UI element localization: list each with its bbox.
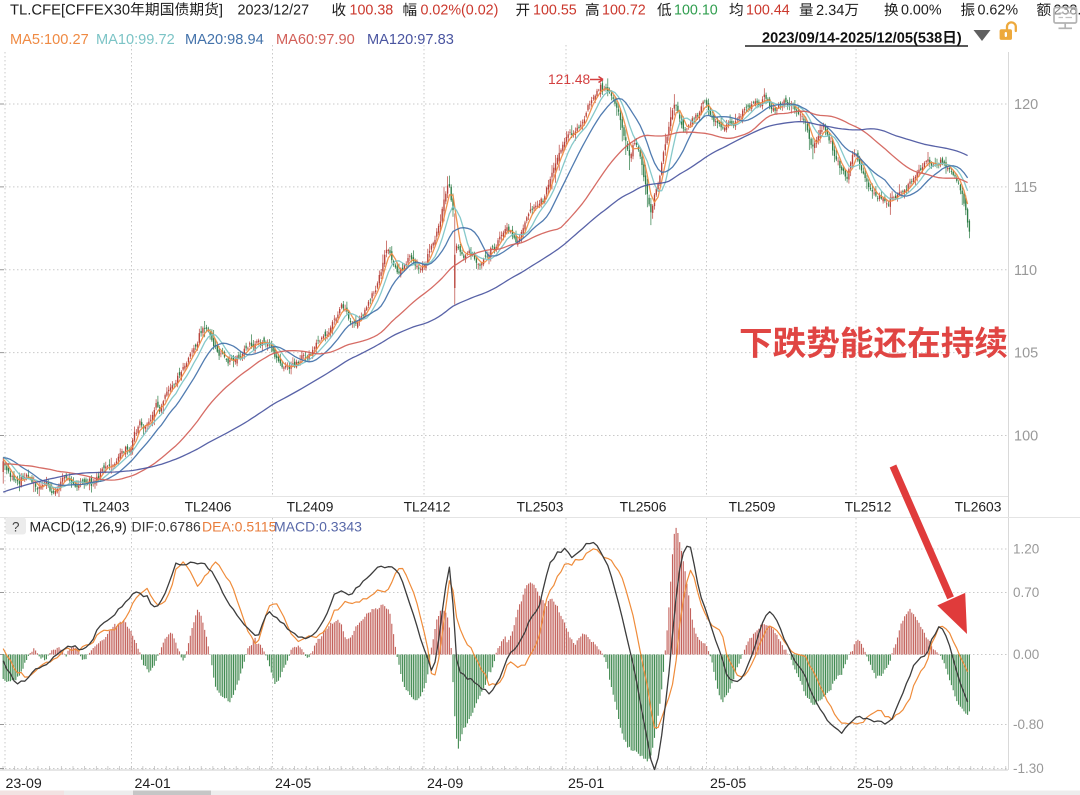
svg-text:121.48: 121.48 [548, 72, 591, 87]
svg-text:TL2506: TL2506 [620, 500, 667, 515]
svg-text:MA5:100.27: MA5:100.27 [10, 32, 89, 48]
svg-text:?: ? [12, 520, 20, 535]
svg-text:TL2403: TL2403 [83, 500, 130, 515]
svg-text:DIF:0.6786: DIF:0.6786 [132, 519, 201, 535]
svg-text:TL2509: TL2509 [729, 500, 776, 515]
svg-text:DEA:0.5115: DEA:0.5115 [202, 519, 277, 535]
svg-text:100.38: 100.38 [350, 3, 394, 19]
svg-text:25-05: 25-05 [710, 776, 746, 792]
svg-text:2023/12/27: 2023/12/27 [238, 3, 310, 19]
svg-text:100.72: 100.72 [602, 3, 646, 19]
svg-text:105: 105 [1014, 346, 1038, 362]
svg-text:23-09: 23-09 [6, 776, 42, 792]
svg-text:24-09: 24-09 [427, 776, 463, 792]
svg-text:238.: 238. [1054, 3, 1080, 19]
svg-text:0.02%(0.02): 0.02%(0.02) [421, 3, 499, 19]
svg-text:0.70: 0.70 [1013, 585, 1039, 600]
svg-text:TL2603: TL2603 [955, 500, 1002, 515]
svg-text:MA60:97.90: MA60:97.90 [276, 32, 355, 48]
svg-text:120: 120 [1014, 97, 1038, 113]
svg-text:24-01: 24-01 [135, 776, 171, 792]
svg-text:100: 100 [1014, 429, 1038, 445]
svg-text:1.20: 1.20 [1013, 542, 1039, 557]
svg-text:0.00: 0.00 [1013, 647, 1039, 662]
svg-text:MACD(12,26,9): MACD(12,26,9) [30, 519, 127, 535]
svg-text:MA10:99.72: MA10:99.72 [96, 32, 175, 48]
svg-text:24-05: 24-05 [275, 776, 311, 792]
svg-text:TL2409: TL2409 [287, 500, 334, 515]
svg-text:25-09: 25-09 [857, 776, 893, 792]
svg-text:100.10: 100.10 [674, 3, 718, 19]
svg-text:110: 110 [1014, 263, 1037, 279]
svg-text:100.55: 100.55 [533, 3, 577, 19]
svg-text:-1.30: -1.30 [1013, 761, 1044, 776]
svg-text:TL2512: TL2512 [845, 500, 892, 515]
svg-text:0.62%: 0.62% [978, 3, 1019, 19]
svg-text:-0.80: -0.80 [1013, 717, 1044, 732]
svg-text:TL2412: TL2412 [404, 500, 451, 515]
svg-text:115: 115 [1014, 180, 1037, 196]
svg-text:TL2503: TL2503 [517, 500, 564, 515]
svg-text:MA20:98.94: MA20:98.94 [185, 32, 264, 48]
svg-text:TL2406: TL2406 [185, 500, 232, 515]
svg-text:MA120:97.83: MA120:97.83 [367, 32, 454, 48]
svg-text:MACD:0.3343: MACD:0.3343 [274, 519, 362, 535]
svg-text:0.00%: 0.00% [901, 3, 942, 19]
svg-text:100.44: 100.44 [746, 3, 790, 19]
svg-text:25-01: 25-01 [568, 776, 604, 792]
